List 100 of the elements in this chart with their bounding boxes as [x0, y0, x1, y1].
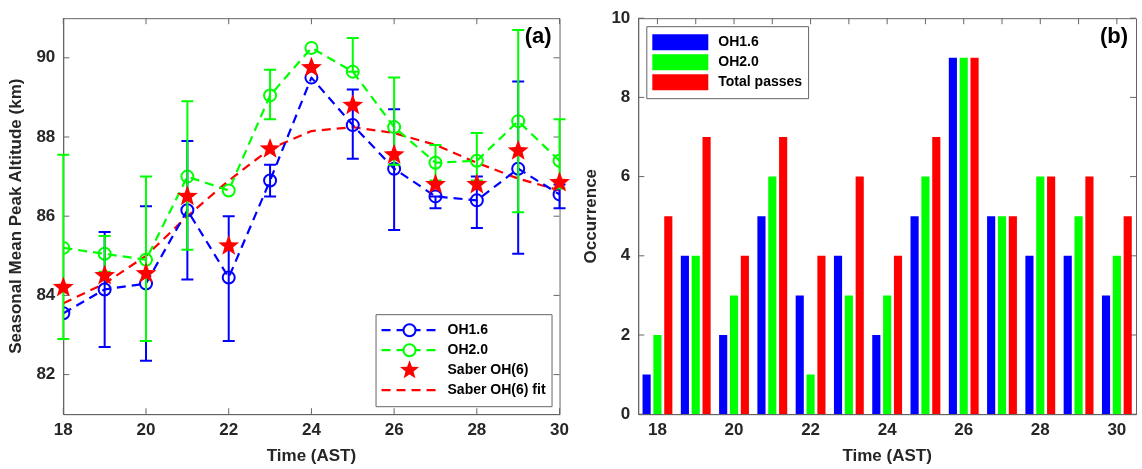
x-tick-label: 20	[136, 420, 156, 440]
legend-label: Total passes	[718, 73, 803, 90]
x-tick-label: 20	[724, 420, 744, 440]
point	[345, 118, 360, 133]
bar	[795, 295, 804, 415]
x-tick-label: 18	[647, 420, 667, 440]
point	[304, 70, 319, 85]
legend-label: Saber OH(6)	[447, 361, 529, 378]
bar	[833, 255, 843, 415]
annotation: (b)	[1099, 23, 1128, 49]
point	[511, 114, 526, 129]
point	[387, 120, 402, 135]
point	[94, 264, 116, 285]
bar	[757, 216, 766, 415]
bar	[959, 57, 968, 415]
x-tick-label: 26	[384, 420, 404, 440]
point	[469, 153, 484, 168]
bar	[1008, 216, 1017, 415]
y-tick-label: 6	[620, 166, 631, 186]
point	[263, 173, 278, 188]
y-tick-label: 86	[36, 205, 56, 225]
x-tick-label: 30	[550, 420, 570, 440]
bar	[1074, 216, 1083, 415]
bar	[844, 295, 853, 415]
point	[425, 173, 446, 194]
point	[549, 171, 571, 192]
legend-label: Saber OH(6) fit	[447, 381, 546, 398]
x-tick-label: 28	[1030, 420, 1050, 440]
point	[135, 262, 157, 283]
bar	[1112, 255, 1121, 415]
point	[428, 189, 443, 204]
bar	[1036, 176, 1045, 415]
y-tick-label: 2	[620, 324, 631, 344]
bar	[883, 295, 892, 415]
bar	[768, 176, 777, 415]
point	[428, 155, 443, 170]
bar	[893, 255, 903, 415]
bar	[806, 374, 815, 415]
point	[97, 246, 112, 261]
point	[176, 185, 198, 206]
bar	[921, 176, 930, 415]
y-tick-label: 84	[36, 285, 56, 305]
bar	[997, 216, 1007, 415]
legend-label: OH2.0	[718, 53, 759, 70]
bar	[1047, 176, 1056, 415]
bar	[642, 374, 651, 415]
bar	[1101, 295, 1111, 415]
bar	[653, 335, 662, 415]
y-tick-label: 8	[620, 87, 631, 107]
bar	[1025, 255, 1034, 415]
x-tick-label: 22	[219, 420, 239, 440]
point	[304, 40, 319, 55]
bar	[855, 176, 864, 415]
x-axis-title: Time (AST)	[266, 446, 357, 466]
legend-label: OH1.6	[718, 33, 759, 50]
bar	[702, 137, 711, 415]
point	[387, 161, 402, 176]
point	[218, 234, 240, 255]
bar	[779, 137, 788, 415]
bar	[1085, 176, 1094, 415]
point	[342, 94, 364, 115]
y-tick-label: 4	[620, 245, 631, 265]
point	[469, 193, 484, 208]
y-tick-label: 88	[36, 126, 56, 146]
bar	[910, 216, 919, 415]
point	[180, 203, 195, 218]
legend-label: OH1.6	[447, 321, 489, 338]
x-tick-label: 28	[467, 420, 487, 440]
point	[221, 270, 236, 285]
point	[263, 88, 278, 103]
bar	[1123, 216, 1132, 415]
y-tick-label: 0	[620, 403, 631, 423]
bar	[932, 137, 941, 415]
point	[345, 64, 360, 79]
point	[259, 137, 281, 158]
y-tick-label: 90	[36, 47, 56, 67]
bar	[691, 255, 700, 415]
point	[139, 252, 154, 267]
point	[300, 56, 322, 77]
bar	[987, 216, 996, 415]
point	[466, 173, 488, 194]
bar	[664, 216, 673, 415]
bar	[1063, 255, 1072, 415]
point	[221, 183, 236, 198]
legend-label: OH2.0	[447, 341, 489, 358]
bar	[719, 335, 728, 415]
x-axis-title: Time (AST)	[842, 446, 932, 466]
x-tick-label: 18	[53, 420, 73, 440]
x-tick-label: 22	[801, 420, 821, 440]
bar	[948, 57, 957, 415]
annotation: (a)	[524, 23, 552, 49]
bar	[680, 255, 689, 415]
bar	[817, 255, 826, 415]
point	[383, 143, 405, 164]
point	[97, 282, 112, 297]
x-tick-label: 24	[301, 420, 322, 440]
y-tick-label: 82	[36, 364, 56, 384]
y-axis-title: Occurrence	[580, 168, 600, 264]
bar	[872, 335, 881, 415]
bar	[970, 57, 979, 415]
